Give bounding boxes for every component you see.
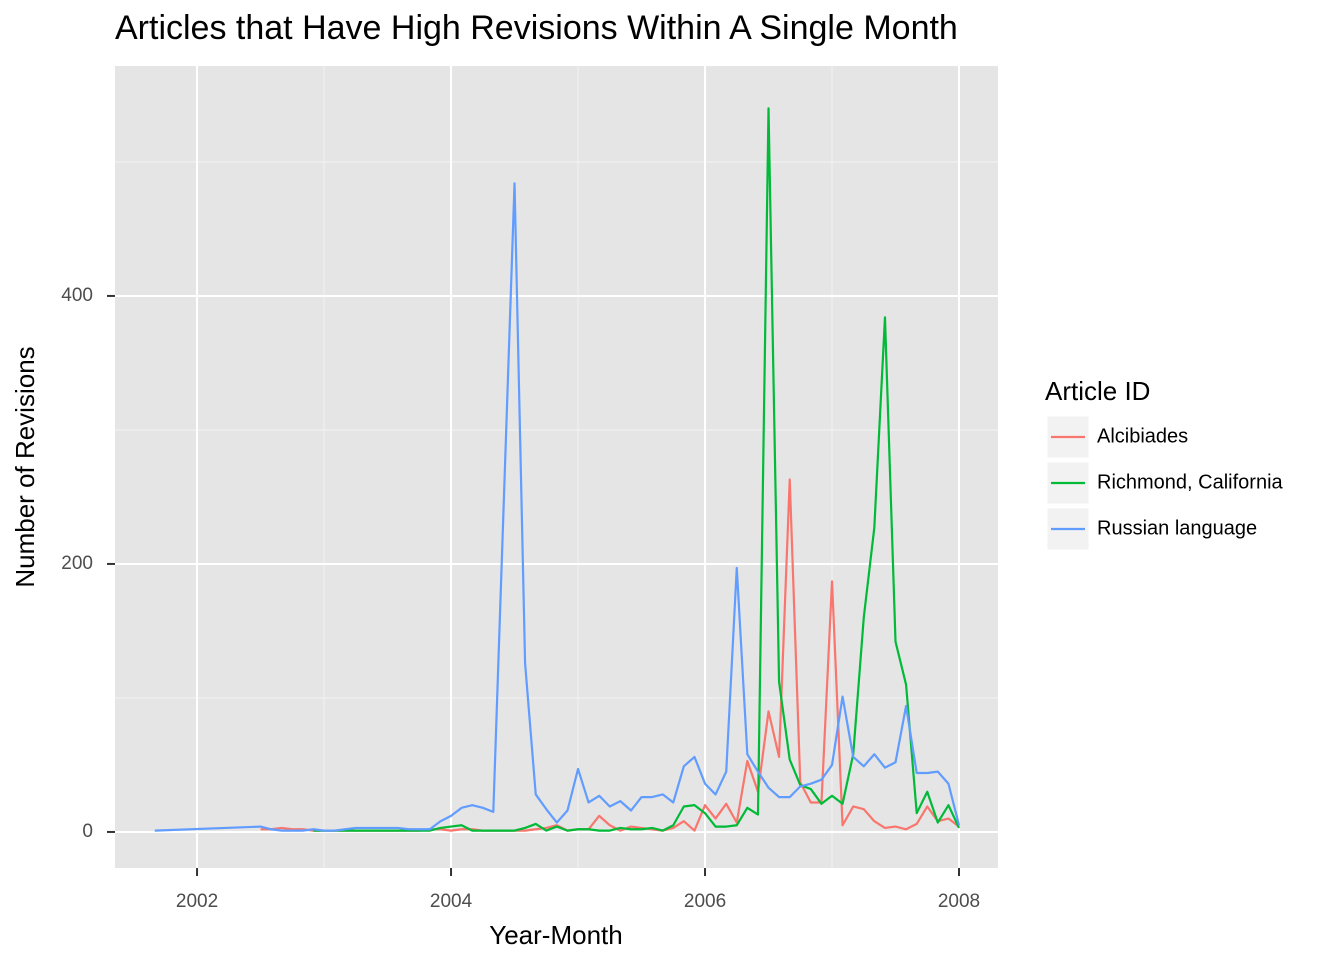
x-tick-label: 2008 bbox=[938, 891, 980, 912]
y-axis-title: Number of Revisions bbox=[10, 346, 40, 587]
legend-label: Richmond, California bbox=[1097, 471, 1284, 493]
x-tick-label: 2002 bbox=[176, 891, 218, 912]
legend-title: Article ID bbox=[1045, 376, 1150, 406]
legend-label: Russian language bbox=[1097, 517, 1257, 539]
y-tick-label: 0 bbox=[82, 821, 93, 842]
plot-panel bbox=[115, 66, 998, 868]
y-tick-label: 400 bbox=[61, 285, 93, 306]
x-tick-label: 2006 bbox=[684, 891, 726, 912]
x-tick-label: 2004 bbox=[430, 891, 473, 912]
x-axis-title: Year-Month bbox=[489, 920, 622, 950]
line-series bbox=[154, 182, 961, 832]
y-tick-label: 200 bbox=[61, 553, 93, 574]
chart-title: Articles that Have High Revisions Within… bbox=[115, 9, 958, 47]
legend-label: Alcibiades bbox=[1097, 425, 1188, 447]
line-series bbox=[313, 107, 961, 832]
